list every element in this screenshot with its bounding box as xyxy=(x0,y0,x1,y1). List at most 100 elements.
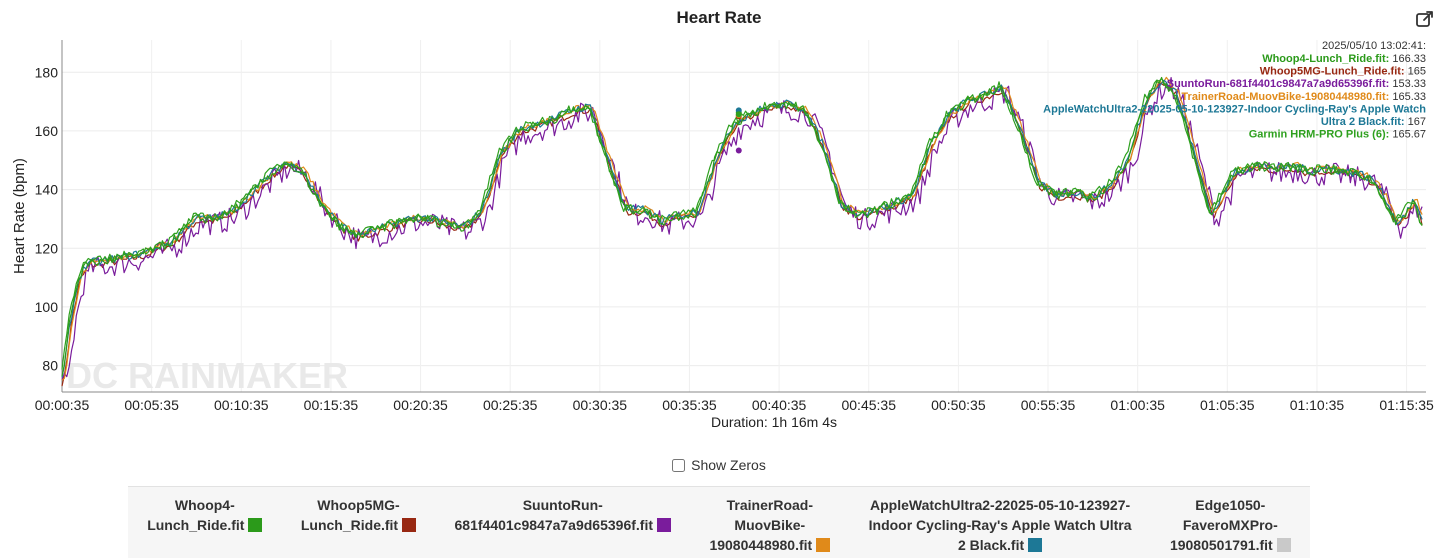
watermark-logo: DC RAINMAKER xyxy=(66,355,348,396)
tooltip-series-name: Whoop5MG-Lunch_Ride.fit: xyxy=(1260,66,1405,78)
legend-label-line: FaveroMXPro- xyxy=(1170,515,1291,535)
x-tick-label: 00:10:35 xyxy=(214,397,269,413)
legend-swatch xyxy=(1276,538,1291,552)
series-line-0 xyxy=(61,76,1423,377)
tooltip-series-name: TrainerRoad-MuovBike-19080448980.fit: xyxy=(1181,91,1389,103)
legend-label-text: Lunch_Ride.fit xyxy=(300,517,399,533)
y-tick-label: 120 xyxy=(35,240,59,256)
show-zeros-checkbox[interactable] xyxy=(672,458,686,472)
y-axis-label: Heart Rate (bpm) xyxy=(11,158,28,274)
x-tick-label: 00:35:35 xyxy=(662,397,717,413)
y-tick-label: 100 xyxy=(35,299,59,315)
legend-label-line: Edge1050- xyxy=(1170,495,1291,515)
legend-label-line: 19080501791.fit xyxy=(1170,535,1291,555)
legend-item-2[interactable]: SuuntoRun- 681f4401c9847a7a9d65396f.fit xyxy=(455,495,672,535)
tooltip-series-value: 165 xyxy=(1405,66,1426,78)
tooltip-timestamp: 2025/05/10 13:02:41: xyxy=(1322,40,1426,52)
x-tick-label: 00:45:35 xyxy=(841,397,896,413)
x-tick-label: 00:20:35 xyxy=(393,397,448,413)
tooltip-line: TrainerRoad-MuovBike-19080448980.fit: 16… xyxy=(1181,91,1426,103)
cursor-marker xyxy=(735,111,742,118)
legend-label-text: Lunch_Ride.fit xyxy=(147,517,245,533)
legend-label-line: 19080448980.fit xyxy=(709,535,831,555)
x-tick-label: 01:00:35 xyxy=(1110,397,1165,413)
legend-label-line: 681f4401c9847a7a9d65396f.fit xyxy=(455,515,672,535)
series-line-5 xyxy=(61,77,1423,370)
tooltip-line: Whoop5MG-Lunch_Ride.fit: 165 xyxy=(1260,66,1426,78)
x-tick-label: 00:00:35 xyxy=(35,397,90,413)
show-zeros-label: Show Zeros xyxy=(691,457,766,473)
x-tick-label: 00:15:35 xyxy=(304,397,359,413)
tooltip-series-value: 165.67 xyxy=(1389,129,1426,141)
legend-item-1[interactable]: Whoop5MG- Lunch_Ride.fit xyxy=(300,495,417,535)
tooltip-series-name: Ultra 2 Black.fit: xyxy=(1321,116,1405,128)
legend-label-text: SuuntoRun- xyxy=(522,497,603,513)
series-line-3 xyxy=(61,76,1423,381)
show-zeros-control: Show Zeros xyxy=(0,457,1438,475)
x-tick-label: 00:05:35 xyxy=(124,397,179,413)
legend-label-line: Lunch_Ride.fit xyxy=(300,515,417,535)
y-tick-label: 180 xyxy=(35,64,59,80)
chart-legend: Whoop4- Lunch_Ride.fit Whoop5MG- Lunch_Ride… xyxy=(128,486,1310,558)
legend-label-text: 19080448980.fit xyxy=(709,537,813,553)
tooltip-series-name: Garmin HRM-PRO Plus (6): xyxy=(1249,129,1390,141)
x-tick-label: 01:10:35 xyxy=(1290,397,1345,413)
legend-label-line: SuuntoRun- xyxy=(455,495,672,515)
x-tick-label: 01:15:35 xyxy=(1379,397,1434,413)
legend-label-text: Whoop5MG- xyxy=(317,497,400,513)
legend-label-text: FaveroMXPro- xyxy=(1182,517,1278,533)
tooltip-line: SuuntoRun-681f4401c9847a7a9d65396f.fit: … xyxy=(1167,78,1426,90)
legend-label-line: Lunch_Ride.fit xyxy=(147,515,263,535)
tooltip-series-value: 166.33 xyxy=(1389,53,1426,65)
series-line-4 xyxy=(61,79,1423,378)
legend-label-line: Whoop4- xyxy=(147,495,262,515)
legend-swatch xyxy=(402,518,417,532)
heart-rate-chart[interactable]: 80 100 120 140 160 180 00:00:35 00:05:35 00:10:3… xyxy=(0,0,1438,450)
legend-label-text: Indoor Cycling-Ray's Apple Watch Ultra xyxy=(868,517,1132,533)
legend-item-4[interactable]: AppleWatchUltra2-22025-05-10-123927- Indo… xyxy=(869,495,1132,555)
series-line-2 xyxy=(61,77,1423,381)
tooltip-series-name: SuuntoRun-681f4401c9847a7a9d65396f.fit: xyxy=(1167,78,1390,90)
tooltip-line: AppleWatchUltra2-22025-05-10-123927-Indo… xyxy=(1043,103,1426,115)
legend-item-3[interactable]: TrainerRoad- MuovBike- 19080448980.fit xyxy=(709,495,831,555)
tooltip-series-name: AppleWatchUltra2-22025-05-10-123927-Indo… xyxy=(1043,103,1426,115)
tooltip-series-value: 153.33 xyxy=(1389,78,1426,90)
tooltip-series-name: Whoop4-Lunch_Ride.fit: xyxy=(1262,53,1389,65)
export-icon[interactable] xyxy=(1415,9,1435,29)
legend-swatch xyxy=(657,518,672,532)
legend-label-text: 19080501791.fit xyxy=(1169,537,1273,553)
legend-label-text: 2 Black.fit xyxy=(958,537,1025,553)
x-tick-label: 00:25:35 xyxy=(483,397,538,413)
tooltip-series-value: 167 xyxy=(1405,116,1426,128)
x-tick-label: 00:55:35 xyxy=(1021,397,1076,413)
legend-swatch xyxy=(816,538,831,552)
x-tick-label: 00:50:35 xyxy=(931,397,986,413)
tooltip-line: Garmin HRM-PRO Plus (6): 165.67 xyxy=(1249,129,1426,141)
x-axis-label: Duration: 1h 16m 4s xyxy=(711,414,837,430)
legend-label-line: Indoor Cycling-Ray's Apple Watch Ultra xyxy=(869,515,1132,535)
y-tick-label: 80 xyxy=(42,358,58,374)
legend-label-line: 2 Black.fit xyxy=(869,535,1132,555)
x-tick-label: 00:30:35 xyxy=(573,397,628,413)
y-tick-label: 140 xyxy=(35,182,59,198)
chart-title: Heart Rate xyxy=(676,8,762,27)
tooltip-line: Ultra 2 Black.fit: 167 xyxy=(1321,116,1426,128)
legend-label-text: Whoop4- xyxy=(174,497,235,513)
legend-label-text: 681f4401c9847a7a9d65396f.fit xyxy=(454,517,654,533)
legend-label-text: MuovBike- xyxy=(734,517,806,533)
series-line-1 xyxy=(61,82,1423,387)
legend-label-text: TrainerRoad- xyxy=(726,497,813,513)
legend-item-0[interactable]: Whoop4- Lunch_Ride.fit xyxy=(147,495,263,535)
legend-label-line: TrainerRoad- xyxy=(709,495,830,515)
legend-label-text: AppleWatchUltra2-22025-05-10-123927- xyxy=(869,497,1131,513)
cursor-marker xyxy=(735,147,742,154)
legend-label-line: Whoop5MG- xyxy=(301,495,416,515)
legend-item-5[interactable]: Edge1050- FaveroMXPro- 19080501791.fit xyxy=(1170,495,1291,555)
tooltip-line: Whoop4-Lunch_Ride.fit: 166.33 xyxy=(1262,53,1426,65)
legend-label-line: MuovBike- xyxy=(709,515,830,535)
show-zeros-toggle[interactable]: Show Zeros xyxy=(672,457,766,473)
legend-label-line: AppleWatchUltra2-22025-05-10-123927- xyxy=(869,495,1132,515)
legend-label-text: Edge1050- xyxy=(1195,497,1266,513)
legend-swatch xyxy=(1028,538,1043,552)
y-tick-label: 160 xyxy=(35,123,59,139)
